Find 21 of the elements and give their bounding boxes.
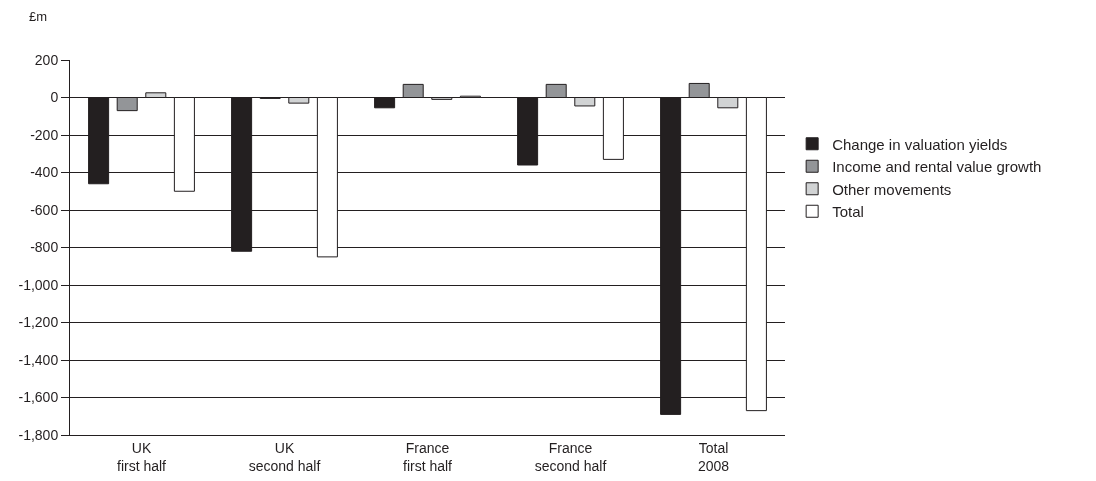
y-tick-label: -600 [30,201,59,218]
y-tick-label: 0 [50,89,59,106]
y-axis-title: £m [29,9,48,24]
x-tick-label: UK second half [248,439,321,474]
x-tick-label: UK first half [116,439,167,474]
x-tick-label: France second half [534,439,607,474]
y-tick-label: -1,000 [18,276,59,293]
legend-label: Change in valuation yields [832,135,1008,153]
y-tick-label: -200 [30,126,59,143]
legend-label: Income and rental value growth [832,158,1042,176]
y-tick-label: 200 [34,51,59,68]
x-tick-label: France first half [402,439,453,474]
y-tick-label: -1,400 [18,351,59,368]
legend-label: Other movements [832,180,952,198]
y-tick-label: -1,800 [18,426,59,443]
y-tick-label: -1,600 [18,389,59,406]
legend-label: Total [832,203,864,221]
y-tick-label: -800 [30,239,59,256]
y-tick-label: -1,200 [18,314,59,331]
x-tick-label: Total 2008 [697,439,730,474]
y-tick-label: -400 [30,164,59,181]
